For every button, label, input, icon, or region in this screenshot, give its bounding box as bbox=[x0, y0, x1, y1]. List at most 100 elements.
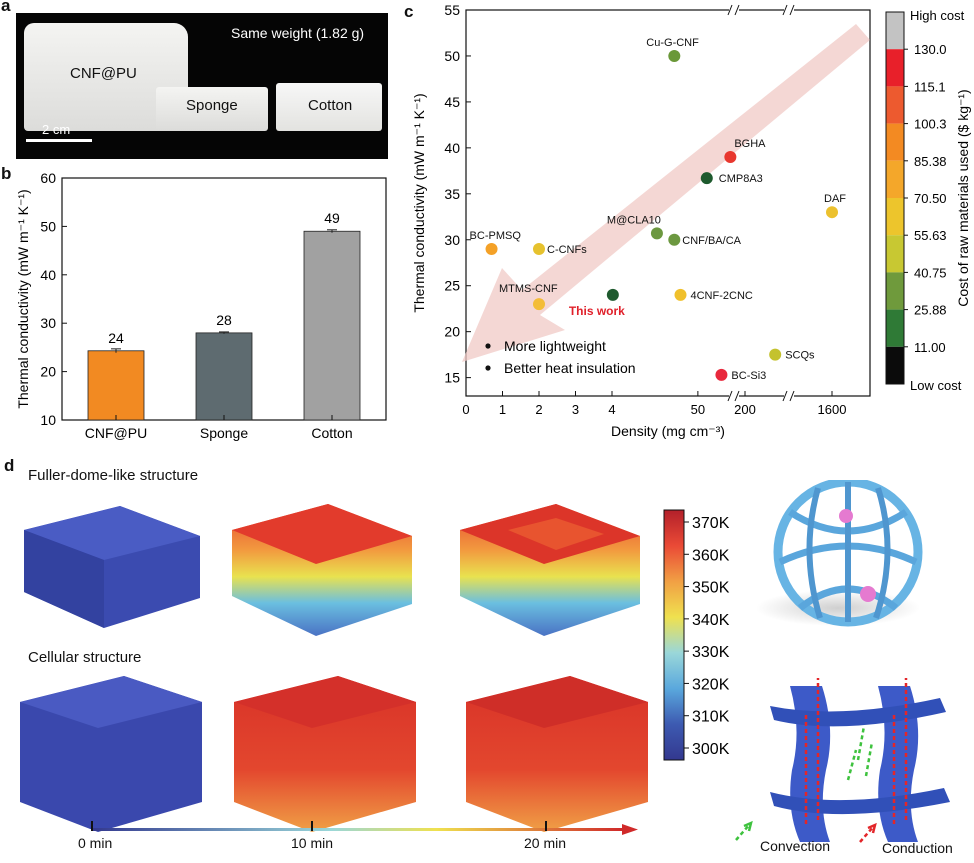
axis-break-mark bbox=[734, 390, 740, 402]
colorbar-top-label: High cost bbox=[910, 8, 965, 23]
axis-break-mark bbox=[727, 4, 733, 16]
cost-colorbar-segment bbox=[886, 160, 904, 198]
point-bgha bbox=[724, 151, 737, 164]
time-label-20: 20 min bbox=[524, 835, 567, 851]
bar-y-tick-label: 40 bbox=[40, 267, 56, 283]
cellular-block-20min bbox=[466, 676, 648, 832]
colorbar-tick-label: 25.88 bbox=[914, 303, 947, 318]
cost-colorbar-segment bbox=[886, 86, 904, 124]
point-label-mtms-cnf: MTMS-CNF bbox=[499, 283, 558, 295]
point-label-m-cla10: M@CLA10 bbox=[607, 214, 661, 226]
scatter-x-tick-label: 0 bbox=[462, 402, 469, 417]
panel-label-a: a bbox=[1, 0, 11, 15]
point-cnf-ba-ca bbox=[668, 233, 681, 246]
cost-colorbar-segment bbox=[886, 49, 904, 87]
temperature-tick-label: 340K bbox=[692, 612, 730, 629]
conduction-arrows bbox=[804, 678, 908, 824]
simulation-figure: 370K 360K 350K 340K 330K 320K 310K 300K bbox=[20, 480, 950, 843]
bar-category-label: Sponge bbox=[200, 425, 248, 441]
bar-y-tick-label: 20 bbox=[40, 364, 56, 380]
point-bc-pmsq bbox=[485, 242, 498, 255]
scale-bar-label: 2 cm bbox=[42, 122, 71, 137]
scatter-y-tick-label: 45 bbox=[444, 94, 460, 110]
colorbar-tick-label: 70.50 bbox=[914, 191, 947, 206]
scale-bar bbox=[26, 139, 92, 142]
scatter-y-tick-label: 30 bbox=[444, 232, 460, 248]
axis-break-mark bbox=[782, 4, 788, 16]
conduction-legend bbox=[859, 822, 877, 843]
trend-arrow bbox=[462, 24, 870, 362]
point-mtms-cnf bbox=[533, 298, 545, 311]
axis-break-mark bbox=[727, 390, 733, 402]
scatter-y-tick-label: 35 bbox=[444, 186, 460, 202]
point-c-cnfs bbox=[533, 242, 545, 255]
scatter-y-tick-label: 25 bbox=[444, 278, 460, 294]
temperature-colorbar-bar bbox=[663, 509, 685, 761]
point-label-cnf-ba-ca: CNF/BA/CA bbox=[682, 235, 741, 247]
point-label-bc-pmsq: BC-PMSQ bbox=[470, 230, 522, 242]
sample-label-sponge: Sponge bbox=[186, 97, 238, 114]
bar-cotton bbox=[303, 230, 361, 421]
scatter-y-axis-label: Thermal conductivity (mW m⁻¹ K⁻¹) bbox=[411, 93, 427, 312]
temperature-tick-label: 330K bbox=[692, 644, 730, 661]
bar-y-tick-label: 10 bbox=[40, 412, 56, 428]
bar-category-label: CNF@PU bbox=[85, 425, 147, 441]
axis-break-mark bbox=[789, 4, 795, 16]
colorbar-tick-label: 55.63 bbox=[914, 228, 947, 243]
bar-value-label: 24 bbox=[108, 330, 124, 346]
bar-sponge bbox=[195, 332, 253, 421]
cellular-schematic bbox=[770, 686, 950, 842]
cost-colorbar-segment bbox=[886, 272, 904, 310]
point-label-cu-g-cnf: Cu-G-CNF bbox=[646, 37, 699, 49]
panel-label-c: c bbox=[404, 2, 414, 21]
annotation-0: More lightweight bbox=[504, 338, 606, 354]
photo-caption: Same weight (1.82 g) bbox=[231, 25, 365, 41]
scatter-x-tick-label: 1 bbox=[499, 402, 506, 417]
row-title-cellular: Cellular structure bbox=[28, 649, 142, 666]
bar-y-tick-label: 50 bbox=[40, 218, 56, 234]
fuller-block-0min bbox=[24, 506, 200, 628]
point-daf bbox=[826, 206, 838, 219]
temperature-tick-label: 300K bbox=[692, 741, 730, 758]
point-label-daf: DAF bbox=[824, 193, 846, 205]
colorbar-tick-label: 85.38 bbox=[914, 154, 947, 169]
sample-photo: Same weight (1.82 g) CNF@PU Sponge Cotto… bbox=[16, 13, 388, 159]
cost-colorbar-segment bbox=[886, 235, 904, 273]
cellular-block-10min bbox=[234, 676, 416, 832]
annotation-1: Better heat insulation bbox=[504, 360, 636, 376]
temperature-tick-label: 350K bbox=[692, 580, 730, 597]
point-label-bc-si3: BC-Si3 bbox=[731, 370, 766, 382]
scatter-y-tick-label: 20 bbox=[444, 324, 460, 340]
colorbar-tick-label: 11.00 bbox=[914, 340, 946, 355]
scatter-x-tick-label: 200 bbox=[734, 402, 756, 417]
dome-schematic bbox=[756, 480, 923, 627]
scatter-x-tick-label: 4 bbox=[608, 402, 615, 417]
row-title-fuller: Fuller-dome-like structure bbox=[28, 467, 199, 484]
temperature-tick-label: 360K bbox=[692, 547, 730, 564]
temperature-tick-label: 370K bbox=[692, 515, 730, 532]
point-bc-si3 bbox=[715, 368, 728, 381]
cost-colorbar-segment bbox=[886, 123, 904, 161]
scatter-x-tick-label: 3 bbox=[572, 402, 579, 417]
conduction-legend-label: Conduction bbox=[882, 840, 953, 856]
axis-break-mark bbox=[782, 390, 788, 402]
scatter-x-tick-label: 1600 bbox=[818, 402, 847, 417]
convection-legend bbox=[735, 820, 753, 841]
axis-break-gap bbox=[729, 7, 739, 13]
cost-colorbar-segment bbox=[886, 12, 904, 50]
scatter-x-axis-label: Density (mg cm⁻³) bbox=[611, 423, 725, 439]
point-label-bgha: BGHA bbox=[734, 138, 766, 150]
point-label-c-cnfs: C-CNFs bbox=[547, 244, 587, 256]
panel-label-d: d bbox=[4, 456, 15, 475]
time-axis bbox=[91, 821, 638, 835]
bar-value-label: 28 bbox=[216, 312, 232, 328]
bar-y-axis-label: Thermal conductivity (mW m⁻¹ K⁻¹) bbox=[15, 189, 31, 408]
scatter-y-tick-label: 15 bbox=[444, 370, 460, 386]
bar-y-tick-label: 60 bbox=[40, 170, 56, 186]
axis-break-gap bbox=[784, 7, 794, 13]
cost-colorbar-segment bbox=[886, 346, 904, 384]
annotation-bullet bbox=[485, 343, 491, 349]
axis-break-mark bbox=[734, 4, 740, 16]
bar-cnfpu bbox=[87, 350, 145, 421]
fuller-block-20min bbox=[460, 504, 640, 636]
